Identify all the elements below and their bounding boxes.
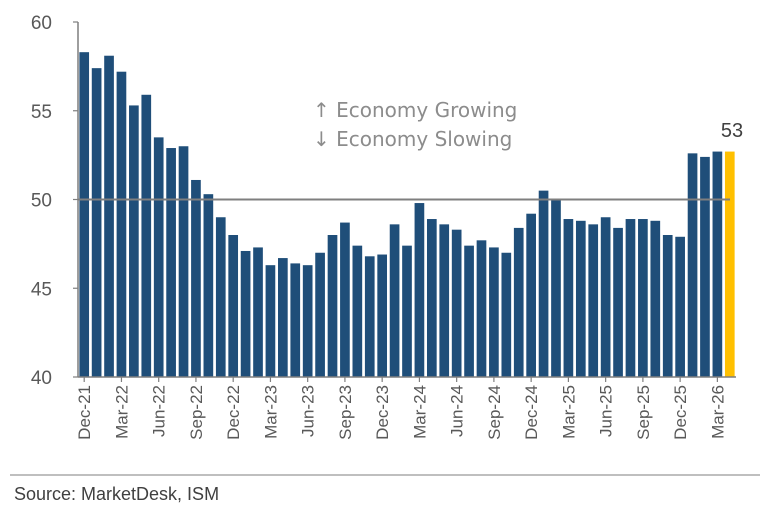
bar — [588, 224, 599, 377]
bar — [700, 156, 710, 377]
y-tick-label: 45 — [31, 279, 52, 300]
bar — [575, 220, 586, 377]
bar — [464, 245, 474, 377]
bar — [625, 219, 636, 377]
bar — [377, 254, 388, 377]
bar — [439, 224, 450, 377]
bar — [240, 250, 251, 377]
x-tick-label: Dec-24 — [522, 385, 541, 440]
source-divider — [10, 474, 760, 476]
bar — [215, 217, 226, 377]
bar — [414, 203, 425, 377]
x-tick-label: Sep-25 — [634, 385, 653, 440]
x-tick-label: Jun-23 — [299, 385, 318, 437]
annotation-economy-slowing: ↓ Economy Slowing — [313, 127, 512, 151]
bar — [116, 71, 127, 377]
x-tick-label: Dec-25 — [671, 385, 690, 440]
x-tick-label: Mar-24 — [410, 385, 429, 439]
bar — [104, 55, 114, 377]
bar — [389, 224, 400, 377]
bar — [265, 265, 276, 377]
y-axis-ticks: 40 45 50 55 60 — [31, 13, 78, 389]
bar — [638, 219, 648, 377]
y-tick-label: 40 — [31, 368, 52, 389]
bar — [563, 219, 574, 377]
bar — [340, 222, 350, 377]
bar — [426, 219, 437, 377]
bar — [364, 256, 375, 377]
bar — [278, 258, 288, 377]
x-axis-ticks: Dec-21 Mar-22 Jun-22 Sep-22 Dec-22 Mar-23 Jun-… — [75, 377, 727, 440]
bar — [253, 247, 263, 377]
bar — [476, 240, 487, 377]
bar — [141, 94, 152, 377]
bar — [712, 151, 723, 377]
bar — [228, 235, 239, 377]
bar — [302, 265, 313, 377]
x-tick-label: Mar-22 — [113, 385, 132, 439]
bar — [489, 247, 499, 377]
y-tick-label: 55 — [31, 102, 52, 123]
bar — [600, 217, 611, 377]
bar — [129, 105, 139, 378]
bar — [166, 148, 176, 377]
y-tick-label: 60 — [31, 13, 52, 34]
x-tick-label: Sep-23 — [336, 385, 355, 440]
bar — [538, 190, 549, 378]
annotation-economy-growing: ↑ Economy Growing — [313, 98, 517, 122]
bar — [613, 227, 623, 377]
x-tick-label: Sep-22 — [187, 385, 206, 440]
bar — [402, 245, 412, 377]
bar — [79, 52, 90, 378]
bar — [91, 68, 102, 378]
bar — [315, 252, 325, 377]
bar — [662, 235, 673, 377]
bar — [327, 235, 338, 377]
bar — [153, 137, 164, 377]
bars-group — [79, 52, 735, 378]
x-tick-label: Jun-25 — [597, 385, 616, 437]
bar — [178, 146, 189, 377]
bar — [203, 194, 214, 377]
bar — [551, 199, 561, 377]
bar — [526, 213, 536, 377]
x-tick-label: Jun-22 — [150, 385, 169, 437]
bar — [290, 263, 301, 377]
bar — [513, 227, 524, 377]
source-note: Source: MarketDesk, ISM — [14, 484, 220, 504]
x-tick-label: Sep-24 — [485, 385, 504, 440]
x-tick-label: Mar-25 — [559, 385, 578, 439]
bar — [191, 179, 201, 377]
x-tick-label: Dec-22 — [224, 385, 243, 440]
bar-latest — [724, 151, 735, 377]
x-tick-label: Mar-23 — [261, 385, 280, 439]
bar — [675, 236, 685, 377]
bar — [451, 229, 462, 377]
x-tick-label: Mar-26 — [708, 385, 727, 439]
x-tick-label: Dec-23 — [373, 385, 392, 440]
latest-value-label: 53 — [721, 120, 743, 142]
bar — [352, 245, 363, 377]
y-tick-label: 50 — [31, 191, 52, 212]
bar — [687, 153, 698, 377]
x-tick-label: Jun-24 — [448, 385, 467, 437]
bar — [650, 220, 661, 377]
x-tick-label: Dec-21 — [75, 385, 94, 440]
bar — [501, 252, 512, 377]
